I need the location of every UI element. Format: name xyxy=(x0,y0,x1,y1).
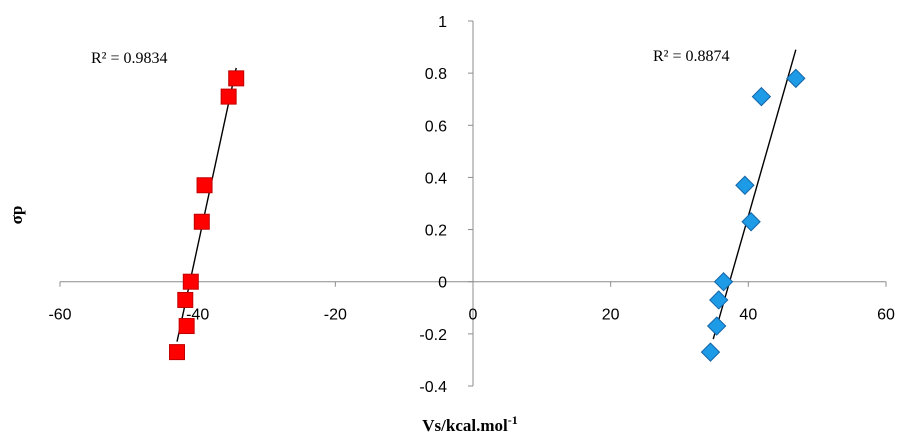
y-tick-label: 1 xyxy=(438,14,447,31)
data-point-square xyxy=(169,344,186,361)
y-tick-marks xyxy=(468,20,473,387)
data-point-diamond xyxy=(709,290,729,310)
data-points xyxy=(169,68,806,362)
x-tick-labels: -60 -40 -20 0 20 40 60 xyxy=(48,307,895,324)
data-point-diamond xyxy=(713,272,734,292)
r-squared-label: R² = 0.9834 xyxy=(91,50,168,67)
x-axis-title-superscript: -1 xyxy=(508,413,518,427)
x-tick-label: 40 xyxy=(739,307,757,324)
y-tick-labels: -0.4 -0.2 0 0.2 0.4 0.6 0.8 1 xyxy=(419,14,447,396)
x-tick-label: 20 xyxy=(602,307,620,324)
data-point-square xyxy=(177,291,194,308)
data-point-diamond xyxy=(735,175,755,195)
data-point-square xyxy=(182,273,199,290)
y-axis-title: σp xyxy=(7,206,26,225)
data-point-square xyxy=(178,318,195,335)
data-point-square xyxy=(220,88,237,105)
data-point-diamond xyxy=(751,86,772,107)
x-tick-label: 60 xyxy=(877,307,895,324)
r-squared-labels: R² = 0.9834 R² = 0.8874 xyxy=(91,48,730,67)
data-point-diamond xyxy=(741,212,761,232)
y-tick-label: 0.6 xyxy=(425,118,447,135)
y-tick-label: 0.4 xyxy=(425,170,447,187)
y-tick-label: -0.2 xyxy=(419,327,447,344)
y-tick-label: 0.8 xyxy=(425,66,447,83)
r-squared-label: R² = 0.8874 xyxy=(653,48,730,65)
y-tick-label: 0.2 xyxy=(425,223,447,240)
x-tick-label: 0 xyxy=(469,307,478,324)
x-axis-title-text: Vs/kcal.mol xyxy=(422,416,508,435)
x-axis-title: Vs/kcal.mol-1 xyxy=(422,413,517,435)
trendlines xyxy=(176,49,797,342)
data-point-square xyxy=(228,70,245,87)
data-point-square xyxy=(193,213,210,230)
data-point-diamond xyxy=(706,316,727,336)
data-point-diamond xyxy=(700,342,721,362)
data-point-diamond xyxy=(786,68,806,89)
data-point-square xyxy=(196,177,213,194)
x-tick-label: -20 xyxy=(324,307,347,324)
trendline-series-2 xyxy=(712,49,797,340)
y-tick-label: -0.4 xyxy=(419,379,447,396)
y-tick-label: 0 xyxy=(438,275,447,292)
x-tick-label: -60 xyxy=(48,307,71,324)
